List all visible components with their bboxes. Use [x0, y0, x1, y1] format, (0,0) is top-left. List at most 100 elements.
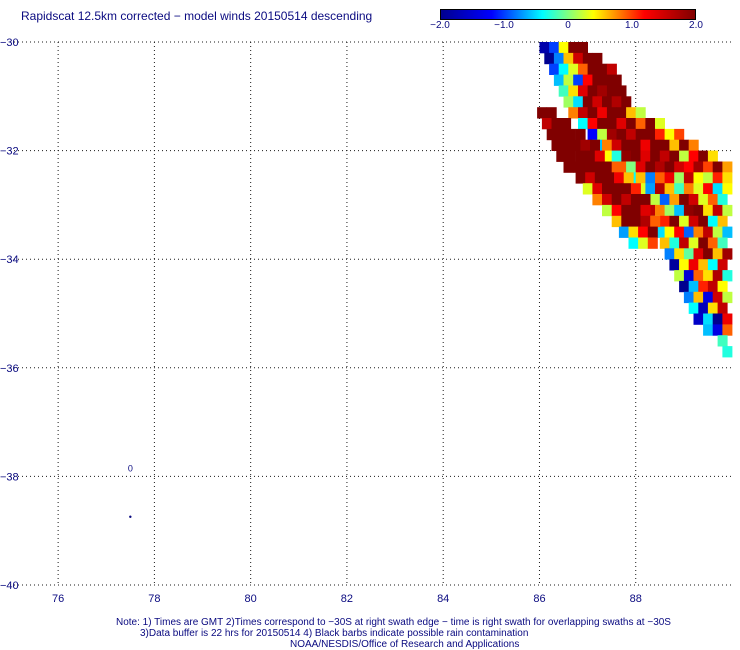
data-cell: [674, 172, 685, 184]
data-cell: [551, 139, 562, 151]
data-cell: [628, 226, 639, 238]
data-cell: [722, 291, 733, 304]
data-cell: [693, 183, 704, 195]
data-cell: [582, 183, 593, 195]
data-cell: [712, 172, 723, 184]
data-cell: [590, 139, 600, 151]
data-cell: [630, 194, 641, 206]
data-cell: [712, 270, 723, 282]
data-cell: [722, 324, 733, 336]
data-cell: [585, 172, 596, 184]
data-cell: [630, 150, 641, 162]
data-cell: [587, 85, 598, 97]
data-cell: [712, 248, 723, 260]
y-tick-label: −34: [0, 254, 19, 266]
x-tick-label: 88: [630, 593, 642, 605]
data-cell: [650, 139, 661, 151]
data-cell: [602, 96, 612, 108]
data-cell: [611, 183, 622, 195]
data-cell: [638, 226, 649, 238]
data-cell: [693, 226, 704, 238]
data-cell: [606, 107, 617, 119]
data-cell: [688, 194, 699, 206]
data-cell: [621, 96, 632, 108]
data-cell: [621, 215, 632, 228]
x-tick-label: 78: [148, 593, 160, 605]
data-cell: [698, 259, 709, 271]
data-cell: [688, 259, 699, 271]
data-cell: [558, 85, 569, 97]
data-cell: [722, 172, 733, 184]
data-cell: [611, 96, 622, 108]
data-cell: [578, 85, 588, 97]
data-cell: [630, 204, 641, 217]
data-cell: [717, 302, 728, 314]
data-cell: [664, 183, 675, 195]
footnote: Note: 1) Times are GMT 2)Times correspon…: [0, 617, 740, 650]
data-cell: [707, 302, 718, 314]
data-cell: [664, 128, 675, 141]
colorbar-tick-label: −1.0: [494, 20, 514, 31]
data-cell: [565, 150, 576, 162]
data-cell: [655, 118, 665, 130]
data-cell: [570, 139, 581, 151]
data-cell: [664, 172, 675, 184]
data-cell: [582, 161, 593, 173]
data-cell: [722, 161, 733, 173]
data-cell: [580, 139, 591, 151]
annotations: 0•: [128, 463, 133, 522]
data-cell: [707, 215, 718, 228]
data-cell: [674, 270, 685, 282]
data-cell: [537, 107, 548, 119]
data-cell: [698, 237, 709, 249]
data-cell: [616, 85, 627, 97]
data-cell: [712, 183, 723, 195]
data-cell: [602, 194, 612, 206]
data-cell: [722, 204, 733, 217]
data-cell: [712, 226, 723, 238]
data-cell: [578, 42, 588, 54]
x-tick-label: 82: [341, 593, 353, 605]
data-cell: [693, 291, 704, 304]
data-cell: [707, 259, 718, 271]
data-cell: [698, 215, 709, 228]
colorbar: −2.0 −1.0 0 1.0 2.0: [430, 9, 703, 35]
note-line-3: NOAA/NESDIS/Office of Research and Appli…: [290, 639, 520, 650]
data-cell: [628, 237, 639, 249]
data-cell: [597, 85, 608, 97]
data-cell: [664, 248, 675, 260]
data-cell: [575, 128, 586, 141]
data-cell: [575, 172, 586, 184]
data-cell: [655, 183, 665, 195]
data-cell: [558, 63, 569, 75]
data-cell: [712, 204, 723, 217]
data-cell: [602, 183, 612, 195]
data-cell: [611, 161, 622, 173]
data-cell: [650, 215, 661, 228]
data-cell: [582, 52, 593, 65]
axes: 76 78 80 82 84 86 88 −30 −32 −34 −36 −38 −40: [0, 37, 642, 605]
data-cell: [611, 215, 622, 228]
data-cell: [674, 204, 685, 217]
data-cell: [553, 74, 564, 86]
data-cell: [650, 194, 661, 206]
data-cell: [674, 161, 685, 173]
data-cell: [635, 161, 646, 173]
data-cell: [587, 107, 598, 119]
data-cell: [693, 172, 704, 184]
data-cell: [582, 96, 593, 108]
data-cell: [587, 128, 598, 141]
data-cell: [688, 237, 699, 249]
note-line-1: Note: 1) Times are GMT 2)Times correspon…: [116, 617, 671, 628]
data-cell: [594, 150, 605, 162]
data-cell: [703, 324, 714, 336]
data-cell: [683, 183, 694, 195]
data-cell: [664, 204, 675, 217]
data-cell: [674, 248, 685, 260]
data-cell: [602, 204, 612, 217]
data-cell: [688, 150, 699, 162]
data-cell: [669, 150, 680, 162]
data-cell: [611, 139, 622, 151]
data-cell: [683, 204, 694, 217]
data-cell: [683, 226, 694, 238]
